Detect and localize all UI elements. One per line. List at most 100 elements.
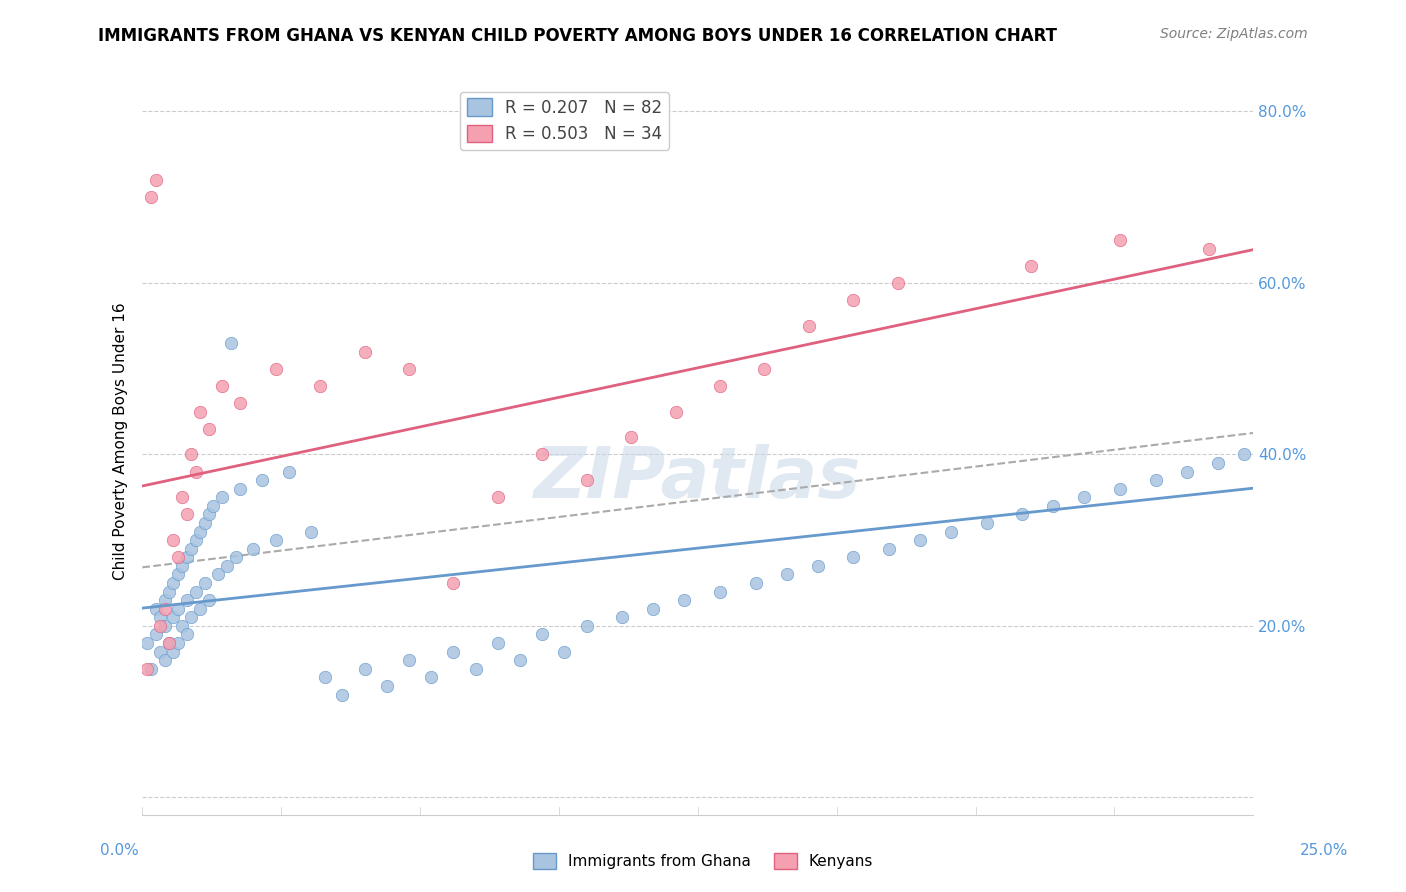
Immigrants from Ghana bbox=[219, 335, 242, 350]
Kenyans bbox=[188, 404, 211, 418]
Immigrants from Ghana bbox=[612, 610, 634, 624]
Immigrants from Ghana bbox=[441, 645, 464, 659]
Immigrants from Ghana bbox=[709, 584, 731, 599]
Immigrants from Ghana bbox=[509, 653, 531, 667]
Kenyans bbox=[575, 473, 598, 487]
Text: 0.0%: 0.0% bbox=[100, 843, 139, 858]
Immigrants from Ghana bbox=[172, 619, 194, 633]
Immigrants from Ghana bbox=[1011, 508, 1033, 522]
Kenyans bbox=[135, 662, 157, 676]
Immigrants from Ghana bbox=[157, 636, 180, 650]
Immigrants from Ghana bbox=[1251, 439, 1274, 453]
Kenyans bbox=[842, 293, 865, 307]
Immigrants from Ghana bbox=[553, 645, 575, 659]
Y-axis label: Child Poverty Among Boys Under 16: Child Poverty Among Boys Under 16 bbox=[114, 302, 128, 581]
Kenyans bbox=[441, 576, 464, 591]
Immigrants from Ghana bbox=[153, 619, 176, 633]
Kenyans bbox=[709, 379, 731, 393]
Immigrants from Ghana bbox=[202, 499, 225, 513]
Immigrants from Ghana bbox=[278, 465, 301, 479]
Text: ZIPatlas: ZIPatlas bbox=[534, 444, 862, 513]
Immigrants from Ghana bbox=[744, 576, 766, 591]
Immigrants from Ghana bbox=[464, 662, 486, 676]
Immigrants from Ghana bbox=[162, 576, 184, 591]
Immigrants from Ghana bbox=[1144, 473, 1167, 487]
Immigrants from Ghana bbox=[207, 567, 229, 582]
Immigrants from Ghana bbox=[184, 533, 207, 548]
Immigrants from Ghana bbox=[1042, 499, 1064, 513]
Immigrants from Ghana bbox=[1175, 465, 1198, 479]
Kenyans bbox=[353, 344, 375, 359]
Immigrants from Ghana bbox=[162, 645, 184, 659]
Immigrants from Ghana bbox=[157, 584, 180, 599]
Kenyans bbox=[198, 422, 221, 436]
Immigrants from Ghana bbox=[1073, 490, 1095, 504]
Immigrants from Ghana bbox=[939, 524, 962, 539]
Kenyans bbox=[162, 533, 184, 548]
Immigrants from Ghana bbox=[420, 670, 443, 684]
Immigrants from Ghana bbox=[643, 601, 665, 615]
Immigrants from Ghana bbox=[149, 610, 172, 624]
Immigrants from Ghana bbox=[1206, 456, 1229, 470]
Immigrants from Ghana bbox=[167, 601, 190, 615]
Immigrants from Ghana bbox=[141, 662, 163, 676]
Immigrants from Ghana bbox=[531, 627, 554, 641]
Immigrants from Ghana bbox=[193, 516, 215, 530]
Immigrants from Ghana bbox=[252, 473, 274, 487]
Immigrants from Ghana bbox=[135, 636, 157, 650]
Immigrants from Ghana bbox=[908, 533, 931, 548]
Immigrants from Ghana bbox=[176, 593, 198, 607]
Kenyans bbox=[157, 636, 180, 650]
Immigrants from Ghana bbox=[145, 627, 167, 641]
Kenyans bbox=[398, 361, 420, 376]
Immigrants from Ghana bbox=[1109, 482, 1132, 496]
Immigrants from Ghana bbox=[184, 584, 207, 599]
Kenyans bbox=[309, 379, 332, 393]
Kenyans bbox=[1019, 259, 1042, 273]
Immigrants from Ghana bbox=[575, 619, 598, 633]
Kenyans bbox=[620, 430, 643, 444]
Immigrants from Ghana bbox=[877, 541, 900, 556]
Text: IMMIGRANTS FROM GHANA VS KENYAN CHILD POVERTY AMONG BOYS UNDER 16 CORRELATION CH: IMMIGRANTS FROM GHANA VS KENYAN CHILD PO… bbox=[98, 27, 1057, 45]
Kenyans bbox=[145, 173, 167, 187]
Immigrants from Ghana bbox=[807, 558, 830, 573]
Kenyans bbox=[184, 465, 207, 479]
Immigrants from Ghana bbox=[1233, 447, 1256, 461]
Immigrants from Ghana bbox=[153, 593, 176, 607]
Immigrants from Ghana bbox=[673, 593, 696, 607]
Immigrants from Ghana bbox=[299, 524, 322, 539]
Immigrants from Ghana bbox=[211, 490, 233, 504]
Legend: Immigrants from Ghana, Kenyans: Immigrants from Ghana, Kenyans bbox=[527, 847, 879, 875]
Legend: R = 0.207   N = 82, R = 0.503   N = 34: R = 0.207 N = 82, R = 0.503 N = 34 bbox=[460, 92, 669, 150]
Immigrants from Ghana bbox=[162, 610, 184, 624]
Immigrants from Ghana bbox=[176, 550, 198, 565]
Immigrants from Ghana bbox=[145, 601, 167, 615]
Immigrants from Ghana bbox=[180, 610, 202, 624]
Kenyans bbox=[664, 404, 686, 418]
Kenyans bbox=[153, 601, 176, 615]
Immigrants from Ghana bbox=[330, 688, 353, 702]
Immigrants from Ghana bbox=[1295, 404, 1317, 418]
Immigrants from Ghana bbox=[215, 558, 238, 573]
Kenyans bbox=[172, 490, 194, 504]
Kenyans bbox=[229, 396, 252, 410]
Immigrants from Ghana bbox=[188, 601, 211, 615]
Kenyans bbox=[531, 447, 554, 461]
Immigrants from Ghana bbox=[188, 524, 211, 539]
Immigrants from Ghana bbox=[1286, 413, 1309, 427]
Immigrants from Ghana bbox=[149, 645, 172, 659]
Immigrants from Ghana bbox=[180, 541, 202, 556]
Immigrants from Ghana bbox=[176, 627, 198, 641]
Immigrants from Ghana bbox=[167, 567, 190, 582]
Immigrants from Ghana bbox=[486, 636, 509, 650]
Immigrants from Ghana bbox=[842, 550, 865, 565]
Immigrants from Ghana bbox=[172, 558, 194, 573]
Immigrants from Ghana bbox=[375, 679, 398, 693]
Immigrants from Ghana bbox=[1278, 422, 1301, 436]
Immigrants from Ghana bbox=[198, 508, 221, 522]
Immigrants from Ghana bbox=[153, 653, 176, 667]
Kenyans bbox=[1198, 242, 1220, 256]
Immigrants from Ghana bbox=[976, 516, 998, 530]
Kenyans bbox=[264, 361, 287, 376]
Kenyans bbox=[176, 508, 198, 522]
